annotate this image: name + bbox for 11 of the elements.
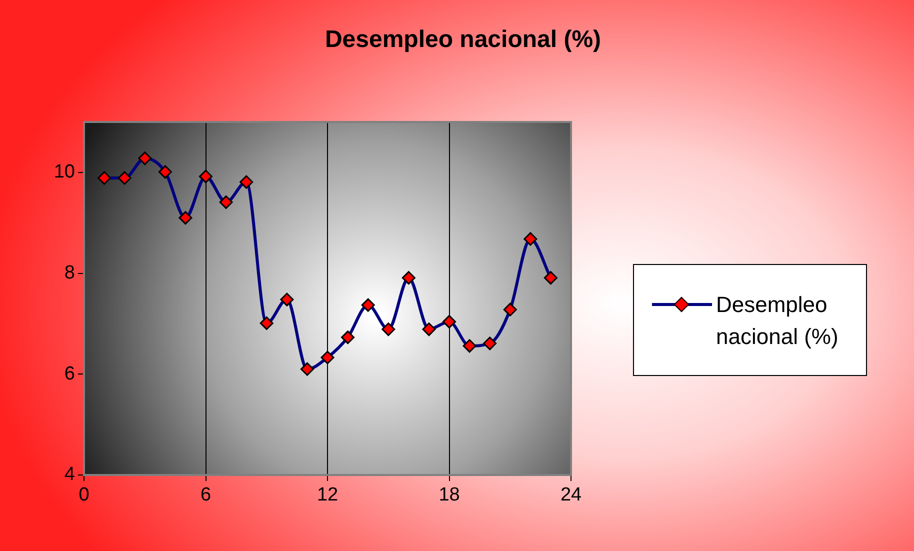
x-tick-label: 12 <box>316 484 338 506</box>
x-tick-label: 6 <box>200 484 212 506</box>
y-tick-label: 4 <box>64 464 76 486</box>
legend-label: Desempleo nacional (%) <box>716 291 840 351</box>
x-tick-label: 0 <box>78 484 90 506</box>
y-tick-label: 6 <box>64 363 75 384</box>
y-tick-label: 10 <box>54 162 75 183</box>
y-tick-label: 8 <box>64 262 75 284</box>
chart-title: Desempleo nacional (%) <box>324 26 602 54</box>
x-tick-label: 18 <box>438 484 460 506</box>
x-tick-label: 24 <box>560 484 582 506</box>
